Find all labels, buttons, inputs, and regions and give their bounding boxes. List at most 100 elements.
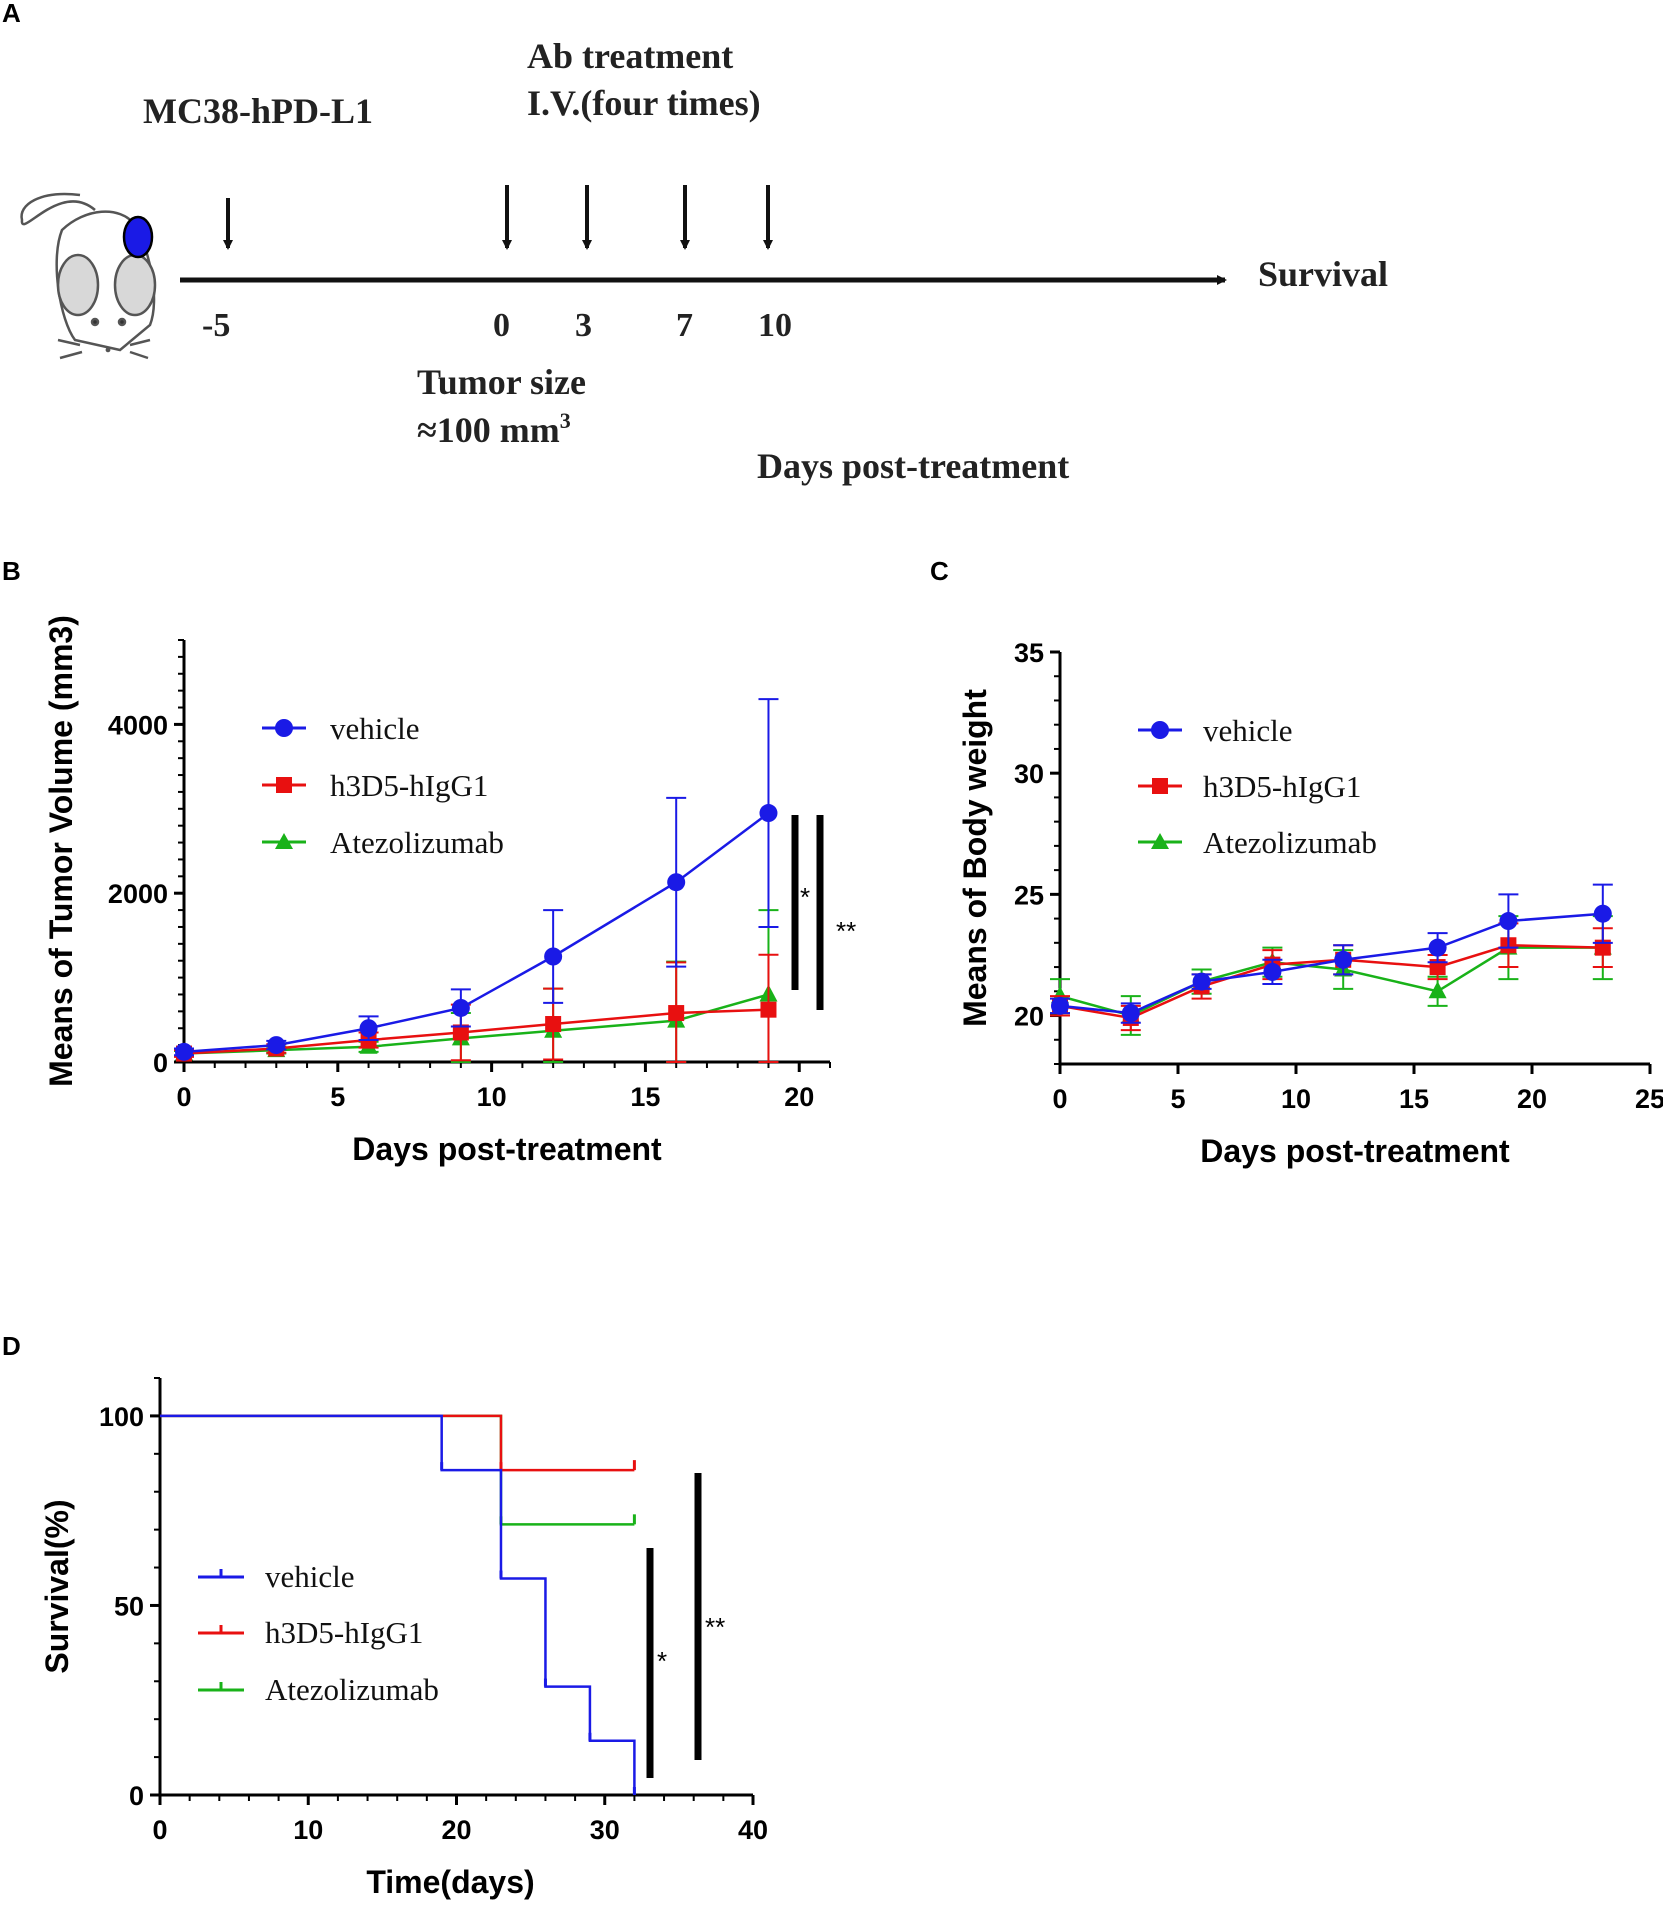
x-tick-label: 15 [630,1082,660,1112]
data-point [1499,912,1518,931]
series-line [1059,943,1603,1020]
x-tick-label: 20 [1517,1084,1547,1114]
legend-marker-vehicle [275,719,293,737]
y-tick-label: 0 [153,1048,168,1078]
legend-marker-vehicle [1151,721,1169,739]
tumor-size-label-line2: ≈100 mm3 [417,408,571,450]
panel-letter-b: B [2,556,21,586]
significance-label-single: * [800,882,810,912]
x-tick-label: 20 [441,1815,471,1845]
x-axis-title: Time(days) [366,1864,534,1900]
x-tick-label: 20 [784,1082,814,1112]
legend-label-atezo: Atezolizumab [1203,825,1377,860]
data-point [544,947,563,966]
mouse-icon [20,192,157,360]
legend-marker-atezo [1151,833,1169,849]
data-point [451,998,470,1017]
series-line [1059,912,1603,1015]
x-tick-label: 10 [477,1082,507,1112]
panel-letter-a: A [2,0,21,28]
x-tick-label: 5 [330,1082,345,1112]
treatment-label-line2: I.V.(four times) [527,83,761,123]
significance-b: * ** [791,815,856,1010]
survival-chart: 0 10 20 30 40 0 50 100 Time(days) Survival(%) [39,1377,768,1900]
significance-label-single: * [657,1646,667,1676]
legend-label-h3d5: h3D5-hIgG1 [1203,769,1361,804]
treatment-label-line1: Ab treatment [527,36,733,76]
x-tick-label: 0 [176,1082,191,1112]
x-axis-title: Days post-treatment [352,1131,662,1167]
data-point [1263,962,1282,981]
data-point [667,873,686,892]
x-tick-label: 0 [1052,1084,1067,1114]
data-point [267,1036,286,1055]
panel-b: B 0 5 10 15 20 0 2000 4000 Days post-treatment Me… [2,556,856,1167]
timepoint-labels: -5 0 3 7 10 [202,307,792,344]
x-tick-label: 15 [1399,1084,1429,1114]
legend-marker-h3d5 [1152,778,1168,794]
data-point [1593,904,1612,923]
timepoint-label: 3 [575,307,592,344]
y-tick-label: 2000 [108,879,168,909]
data-point [175,1042,193,1061]
significance-label-double: ** [705,1612,725,1642]
y-axis-title: Means of Body weight [957,689,993,1027]
timepoint-label: 10 [758,307,792,344]
y-tick-label: 25 [1014,880,1044,910]
y-tick-label: 50 [114,1591,144,1621]
y-tick-label: 0 [129,1781,144,1811]
x-tick-label: 0 [152,1815,167,1845]
y-axis-title: Survival(%) [39,1499,75,1673]
data-point [1428,981,1447,999]
data-point [760,1001,777,1018]
data-point [1192,972,1211,991]
timeline-arrows [223,185,773,250]
panel-letter-d: D [2,1331,21,1361]
cell-line-label: MC38-hPD-L1 [143,91,373,131]
series-h3d5 [160,1414,636,1472]
schematic-x-label: Days post-treatment [757,446,1069,486]
x-axis-title: Days post-treatment [1200,1133,1510,1169]
legend-label-h3d5: h3D5-hIgG1 [330,768,488,803]
data-point [545,1016,562,1033]
timepoint-label: 7 [676,307,693,344]
survival-endpoint-label: Survival [1258,254,1388,294]
series-line [1059,946,1603,1017]
data-point [1334,950,1353,969]
data-point [1051,996,1069,1015]
series-vehicle [160,1414,636,1795]
survival-curve [160,1414,636,1795]
panel-a: A MC38-hPD-L1 Ab treatment I.V.(four tim… [2,0,1388,486]
legend-label-vehicle: vehicle [1203,713,1293,748]
data-point [359,1019,378,1038]
legend-label-vehicle: vehicle [330,711,420,746]
panel-c: C 0 5 10 15 20 25 20 25 30 35 Days post-treatment M… [930,556,1663,1169]
legend-label-atezo: Atezolizumab [330,825,504,860]
legend-b: vehicle h3D5-hIgG1 Atezolizumab [262,711,504,860]
x-tick-label: 30 [590,1815,620,1845]
tumor-volume-chart: 0 5 10 15 20 0 2000 4000 Days post-treatment Mean… [43,615,831,1167]
data-point [452,1024,469,1041]
significance-d: * ** [646,1473,725,1778]
data-point [1121,1004,1140,1023]
series-vehicle [174,698,779,1061]
legend-marker-atezo [275,833,293,849]
legend-d: vehicle h3D5-hIgG1 Atezolizumab [198,1559,439,1707]
legend-label-vehicle: vehicle [265,1559,355,1594]
legend-label-h3d5: h3D5-hIgG1 [265,1615,423,1650]
y-tick-label: 20 [1014,1002,1044,1032]
x-tick-label: 5 [1170,1084,1185,1114]
legend-marker-h3d5 [276,777,292,793]
timepoint-label: 0 [493,307,510,344]
data-point [668,1005,685,1022]
significance-label-double: ** [836,916,856,946]
y-axis-title: Means of Tumor Volume (mm3) [43,615,79,1087]
timepoint-label: -5 [202,307,230,344]
x-tick-label: 25 [1635,1084,1663,1114]
y-tick-label: 4000 [108,710,168,740]
survival-curve [160,1414,635,1472]
data-point [1428,938,1447,957]
y-tick-label: 35 [1014,638,1044,668]
body-weight-chart: 0 5 10 15 20 25 20 25 30 35 Days post-treatment Mea… [957,638,1663,1169]
y-tick-label: 30 [1014,759,1044,789]
